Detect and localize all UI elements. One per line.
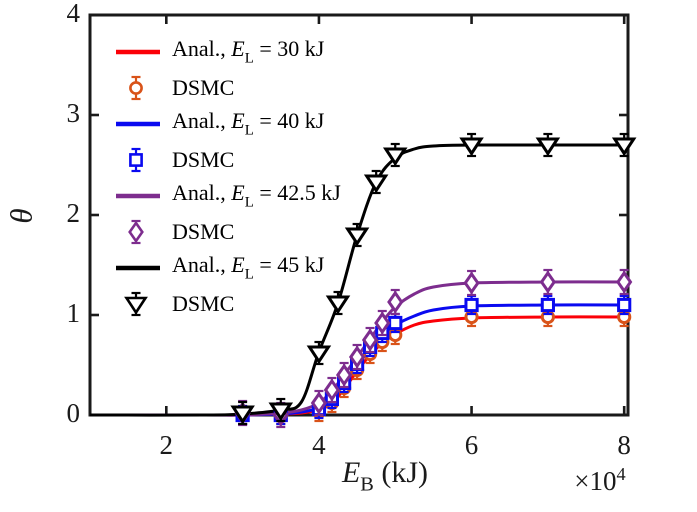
legend-line-sample [116, 193, 160, 199]
dsmc-marker-square-icon [617, 294, 632, 316]
dsmc-marker-diamond-icon [323, 376, 341, 404]
legend-label: Anal., EL = 30 kJ [172, 36, 325, 67]
x-tick-label: 4 [312, 430, 326, 460]
y-tick-label: 0 [66, 398, 81, 428]
legend-label: Anal., EL = 45 kJ [172, 252, 325, 283]
dsmc-marker-triangle-down-icon [363, 169, 389, 195]
dsmc-marker-triangle-down-icon [611, 132, 637, 158]
legend-label: DSMC [172, 219, 235, 244]
x-axis-label: EB (kJ) [341, 456, 429, 496]
dsmc-marker-diamond-icon [387, 288, 404, 316]
dsmc-marker-square-icon [129, 147, 143, 173]
dsmc-marker-triangle-down-icon [268, 397, 294, 423]
legend-line-sample [116, 265, 160, 271]
legend-marker-circle-icon [129, 75, 143, 101]
dsmc-marker-square-icon [464, 294, 479, 316]
dsmc-marker-triangle-down-icon [124, 291, 148, 317]
dsmc-marker-diamond-icon [310, 389, 328, 417]
legend-item: DSMC [112, 286, 341, 322]
legend-marker-diamond-icon [128, 219, 144, 245]
x-tick-label: 2 [159, 430, 174, 460]
dsmc-marker-circle-icon [129, 75, 143, 101]
dsmc-marker-triangle-down-icon [344, 222, 370, 248]
legend: Anal., EL = 30 kJ DSMC Anal., EL = 40 kJ DS… [112, 34, 341, 322]
legend-item: DSMC [112, 70, 341, 106]
dsmc-marker-diamond-icon [539, 268, 557, 296]
dsmc-marker-square-icon [388, 312, 403, 334]
dsmc-marker-triangle-down-icon [382, 142, 408, 168]
dsmc-marker-triangle-down-icon [535, 132, 561, 158]
legend-item: Anal., EL = 40 kJ [112, 106, 341, 142]
y-tick-label: 4 [66, 0, 81, 28]
legend-label: Anal., EL = 40 kJ [172, 108, 325, 139]
x-tick-label: 8 [617, 430, 631, 460]
y-tick-label: 3 [66, 98, 81, 128]
legend-label: DSMC [172, 75, 235, 100]
legend-marker-triangle-down-icon [124, 291, 148, 317]
dsmc-marker-diamond-icon [374, 309, 391, 337]
x-tick-label: 6 [464, 430, 479, 460]
dsmc-marker-diamond-icon [463, 269, 480, 297]
y-axis-label: θ [3, 208, 39, 224]
legend-item: Anal., EL = 45 kJ [112, 250, 341, 286]
legend-item: Anal., EL = 42.5 kJ [112, 178, 341, 214]
y-tick-label: 2 [66, 198, 81, 228]
legend-item: DSMC [112, 214, 341, 250]
dsmc-marker-diamond-icon [616, 268, 633, 296]
legend-line-sample [116, 49, 160, 55]
dsmc-marker-triangle-down-icon [459, 132, 484, 158]
dsmc-marker-triangle-down-icon [325, 290, 351, 316]
legend-item: DSMC [112, 142, 341, 178]
dsmc-marker-square-icon [540, 294, 555, 316]
legend-label: DSMC [172, 147, 235, 172]
dsmc-marker-diamond-icon [348, 343, 366, 371]
legend-label: Anal., EL = 42.5 kJ [172, 180, 341, 211]
y-tick-label: 1 [66, 298, 81, 328]
legend-label: DSMC [172, 291, 235, 316]
dsmc-marker-triangle-down-icon [230, 400, 255, 426]
legend-marker-square-icon [129, 147, 143, 173]
legend-item: Anal., EL = 30 kJ [112, 34, 341, 70]
dsmc-marker-diamond-icon [128, 219, 144, 245]
dsmc-marker-triangle-down-icon [306, 340, 332, 366]
dsmc-marker-diamond-icon [335, 361, 353, 389]
dsmc-marker-diamond-icon [361, 326, 379, 354]
axis-multiplier-label: ×104 [574, 464, 626, 497]
legend-line-sample [116, 121, 160, 127]
